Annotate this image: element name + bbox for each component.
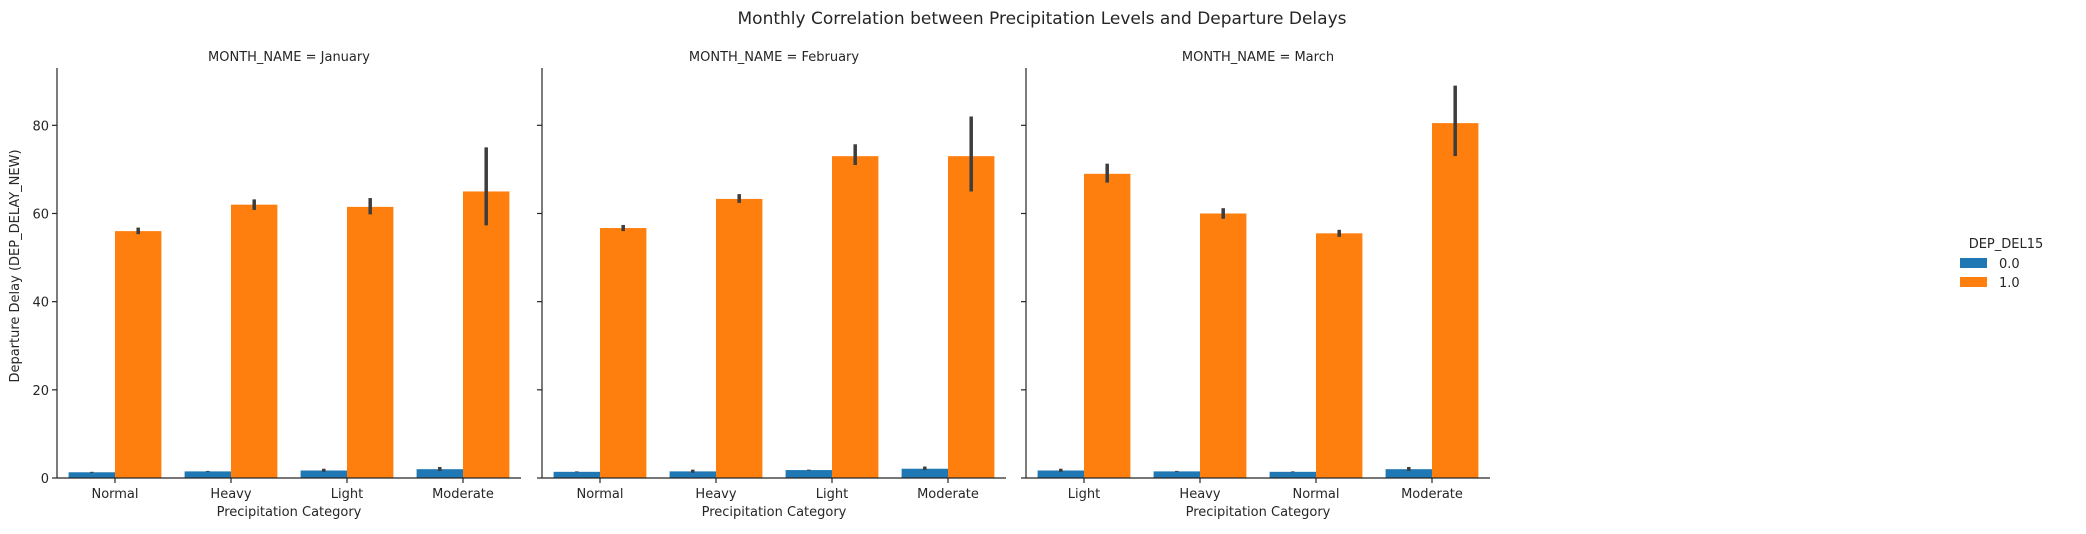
panel-title-1: MONTH_NAME = February	[689, 50, 860, 65]
y-tick-label-2: 40	[32, 296, 49, 311]
x-tick-label-2-1: Heavy	[1179, 487, 1220, 502]
bar-0-0-3	[416, 469, 463, 478]
chart-title: Monthly Correlation between Precipitatio…	[738, 9, 1347, 29]
bar-0-0-2	[300, 470, 347, 478]
bar-0-1-0	[115, 231, 162, 478]
bar-0-0-1	[184, 471, 231, 478]
x-tick-label-1-1: Heavy	[695, 487, 736, 502]
bar-1-1-3	[948, 156, 995, 478]
legend: DEP_DEL15 0.0 1.0	[1960, 237, 2043, 291]
x-tick-label-0-3: Moderate	[432, 487, 494, 502]
bar-2-1-2	[1316, 233, 1363, 478]
x-tick-label-1-2: Light	[816, 487, 848, 502]
legend-title: DEP_DEL15	[1969, 237, 2044, 252]
x-tick-label-2-0: Light	[1068, 487, 1100, 502]
x-tick-label-1-3: Moderate	[917, 487, 979, 502]
x-tick-label-0-1: Heavy	[210, 487, 251, 502]
legend-swatch-1	[1960, 277, 1987, 287]
legend-label-0: 0.0	[1999, 257, 2020, 272]
x-tick-label-2-3: Moderate	[1401, 487, 1463, 502]
y-tick-label-0: 0	[41, 472, 49, 487]
bar-0-1-2	[347, 206, 394, 478]
bar-2-0-0	[1037, 470, 1084, 478]
y-tick-label-3: 60	[32, 207, 49, 222]
bar-2-1-1	[1200, 213, 1247, 478]
bar-1-0-0	[553, 471, 600, 478]
x-axis-label-1: Precipitation Category	[702, 505, 847, 520]
x-tick-label-0-0: Normal	[91, 487, 138, 502]
x-axis-label-2: Precipitation Category	[1186, 505, 1331, 520]
bar-1-1-1	[716, 198, 763, 478]
bar-2-0-3	[1385, 469, 1432, 478]
bar-0-1-3	[463, 191, 510, 478]
x-axis-label-0: Precipitation Category	[217, 505, 362, 520]
panel-title-0: MONTH_NAME = January	[208, 50, 370, 65]
y-axis-label: Departure Delay (DEP_DELAY_NEW)	[8, 149, 23, 382]
bar-2-1-0	[1084, 173, 1131, 478]
bar-0-1-1	[231, 204, 278, 478]
bar-1-1-0	[600, 228, 647, 478]
bar-1-0-1	[669, 471, 716, 478]
x-tick-label-1-0: Normal	[576, 487, 623, 502]
bar-2-0-1	[1153, 471, 1200, 478]
bar-1-0-3	[901, 468, 948, 478]
bar-1-0-2	[785, 470, 832, 478]
x-tick-label-2-2: Normal	[1292, 487, 1339, 502]
legend-label-1: 1.0	[1999, 276, 2020, 291]
bar-1-1-2	[832, 156, 879, 478]
panel-title-2: MONTH_NAME = March	[1182, 50, 1334, 65]
x-tick-label-0-2: Light	[331, 487, 363, 502]
legend-swatch-0	[1960, 258, 1987, 268]
y-tick-label-1: 20	[32, 384, 49, 399]
bar-0-0-0	[68, 472, 115, 478]
bar-2-1-3	[1432, 123, 1479, 478]
y-tick-label-4: 80	[32, 119, 49, 134]
bar-2-0-2	[1269, 471, 1316, 478]
